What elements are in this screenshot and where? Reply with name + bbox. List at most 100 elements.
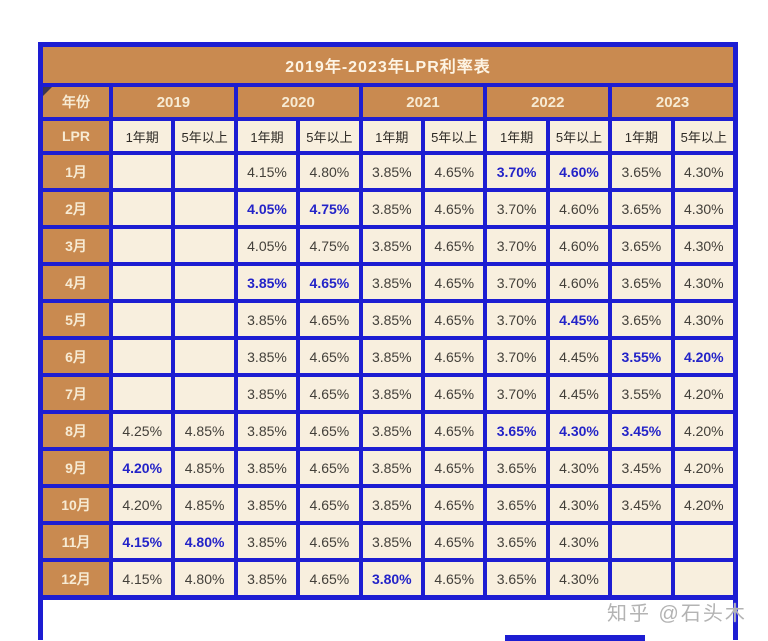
rate-cell: 4.65% [425, 303, 484, 336]
rate-cell: 3.85% [362, 266, 421, 299]
month-cell: 6月 [43, 340, 109, 373]
rate-cell: 4.20% [674, 451, 733, 484]
rate-cell: 4.20% [674, 488, 733, 521]
year-header-2023: 2023 [612, 87, 733, 117]
rate-cell: 3.85% [237, 377, 297, 410]
month-cell: 10月 [43, 488, 109, 521]
rate-cell: 4.45% [549, 340, 609, 373]
rate-cell: 4.15% [113, 562, 172, 595]
term-header-cell: 5年以上 [300, 121, 359, 151]
rate-cell: 4.65% [300, 414, 359, 447]
rate-cell: 4.05% [237, 229, 297, 262]
rate-cell: 4.20% [113, 451, 172, 484]
rate-cell: 4.80% [175, 525, 234, 558]
partial-blue-box [505, 635, 645, 641]
rate-cell: 3.85% [237, 451, 297, 484]
rate-cell: 3.80% [362, 562, 421, 595]
rate-cell [175, 266, 234, 299]
rate-cell: 4.30% [549, 451, 609, 484]
rate-cell: 3.70% [487, 229, 546, 262]
rate-cell: 4.05% [237, 192, 297, 225]
rate-cell: 3.85% [362, 340, 421, 373]
month-cell: 11月 [43, 525, 109, 558]
table-lower-frame [38, 600, 738, 640]
month-cell: 9月 [43, 451, 109, 484]
rate-cell: 4.45% [549, 377, 609, 410]
rate-cell: 4.20% [674, 414, 733, 447]
rate-cell [612, 562, 671, 595]
rate-cell: 4.65% [425, 488, 484, 521]
rate-cell: 4.30% [549, 488, 609, 521]
rate-cell: 4.65% [425, 414, 484, 447]
rate-cell: 3.70% [487, 266, 546, 299]
rate-cell [612, 525, 671, 558]
rate-cell: 4.30% [674, 266, 733, 299]
month-cell: 4月 [43, 266, 109, 299]
rate-cell: 3.85% [237, 266, 297, 299]
rate-cell: 4.65% [300, 340, 359, 373]
rate-cell: 4.30% [674, 229, 733, 262]
rate-cell: 4.65% [425, 266, 484, 299]
rate-cell: 3.85% [362, 451, 421, 484]
term-header-cell: 5年以上 [674, 121, 733, 151]
rate-cell: 4.15% [113, 525, 172, 558]
rate-cell [113, 377, 172, 410]
rate-cell: 4.85% [175, 414, 234, 447]
rate-cell [113, 303, 172, 336]
lpr-label-cell: LPR [43, 121, 109, 151]
rate-cell: 4.80% [300, 155, 359, 188]
watermark-text: 知乎 @石头木 [607, 603, 747, 625]
rate-cell: 4.65% [425, 525, 484, 558]
rate-cell: 4.65% [425, 451, 484, 484]
rate-cell: 4.65% [300, 562, 359, 595]
rate-cell: 3.85% [237, 525, 297, 558]
rate-cell: 4.20% [674, 377, 733, 410]
rate-cell [113, 340, 172, 373]
rate-cell: 4.30% [549, 562, 609, 595]
month-cell: 8月 [43, 414, 109, 447]
rate-cell: 3.85% [237, 340, 297, 373]
month-cell: 12月 [43, 562, 109, 595]
term-header-cell: 5年以上 [549, 121, 609, 151]
rate-cell: 3.85% [362, 414, 421, 447]
rate-cell: 3.70% [487, 377, 546, 410]
rate-cell: 4.45% [549, 303, 609, 336]
year-header-2019: 2019 [113, 87, 234, 117]
rate-cell: 3.85% [237, 488, 297, 521]
month-cell: 7月 [43, 377, 109, 410]
rate-cell: 3.85% [237, 562, 297, 595]
term-header-cell: 1年期 [362, 121, 421, 151]
rate-cell: 4.65% [425, 377, 484, 410]
rate-cell: 3.55% [612, 340, 671, 373]
rate-cell: 4.65% [425, 192, 484, 225]
rate-cell: 4.30% [549, 525, 609, 558]
rate-cell: 3.85% [237, 414, 297, 447]
rate-cell: 4.20% [674, 340, 733, 373]
rate-cell: 3.55% [612, 377, 671, 410]
rate-cell [175, 303, 234, 336]
rate-cell [674, 562, 733, 595]
rate-cell: 3.85% [362, 525, 421, 558]
rate-cell: 4.65% [425, 155, 484, 188]
rate-cell: 3.45% [612, 488, 671, 521]
month-cell: 1月 [43, 155, 109, 188]
rate-cell: 4.85% [175, 488, 234, 521]
rate-cell: 4.60% [549, 192, 609, 225]
rate-cell: 4.60% [549, 229, 609, 262]
rate-cell: 4.30% [674, 192, 733, 225]
rate-cell [113, 229, 172, 262]
rate-cell: 3.85% [362, 488, 421, 521]
rate-cell: 4.65% [300, 266, 359, 299]
rate-cell [113, 192, 172, 225]
rate-cell: 3.70% [487, 340, 546, 373]
rate-cell: 4.65% [425, 340, 484, 373]
rate-cell: 3.70% [487, 155, 546, 188]
month-cell: 5月 [43, 303, 109, 336]
term-header-cell: 1年期 [237, 121, 297, 151]
rate-cell: 3.65% [487, 488, 546, 521]
month-cell: 3月 [43, 229, 109, 262]
rate-cell: 4.65% [300, 377, 359, 410]
comment-notch [43, 87, 52, 96]
rate-cell: 4.75% [300, 229, 359, 262]
year-header-2021: 2021 [362, 87, 484, 117]
